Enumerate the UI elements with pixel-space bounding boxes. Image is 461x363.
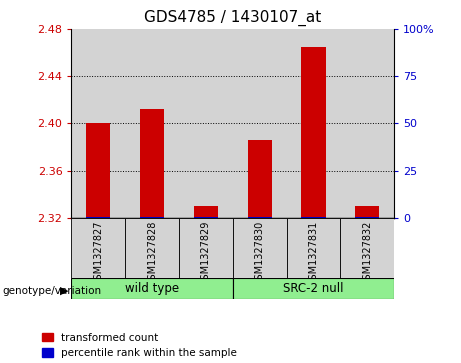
Bar [71,29,125,218]
Bar [140,217,164,218]
Bar [340,218,394,278]
Text: GSM1327832: GSM1327832 [362,221,372,286]
Text: GSM1327831: GSM1327831 [308,221,319,286]
Text: ▶: ▶ [60,286,68,296]
Bar [248,140,272,218]
Text: GSM1327827: GSM1327827 [93,221,103,286]
Bar [355,217,379,218]
Bar [86,123,111,218]
Text: GSM1327828: GSM1327828 [147,221,157,286]
Text: wild type: wild type [125,282,179,295]
Bar [71,278,233,299]
Bar [301,47,325,218]
Text: genotype/variation: genotype/variation [2,286,101,296]
Bar [287,218,340,278]
Bar [179,218,233,278]
Bar [71,218,125,278]
Bar [194,217,218,218]
Legend: transformed count, percentile rank within the sample: transformed count, percentile rank withi… [42,333,236,358]
Bar [248,217,272,218]
Bar [287,29,340,218]
Bar [194,206,218,218]
Title: GDS4785 / 1430107_at: GDS4785 / 1430107_at [144,10,321,26]
Bar [301,217,325,218]
Bar [233,278,394,299]
Bar [340,29,394,218]
Bar [355,206,379,218]
Bar [140,109,164,218]
Bar [179,29,233,218]
Bar [233,29,287,218]
Text: SRC-2 null: SRC-2 null [283,282,344,295]
Bar [86,217,111,218]
Bar [125,218,179,278]
Bar [125,29,179,218]
Bar [233,218,287,278]
Text: GSM1327829: GSM1327829 [201,221,211,286]
Text: GSM1327830: GSM1327830 [254,221,265,286]
